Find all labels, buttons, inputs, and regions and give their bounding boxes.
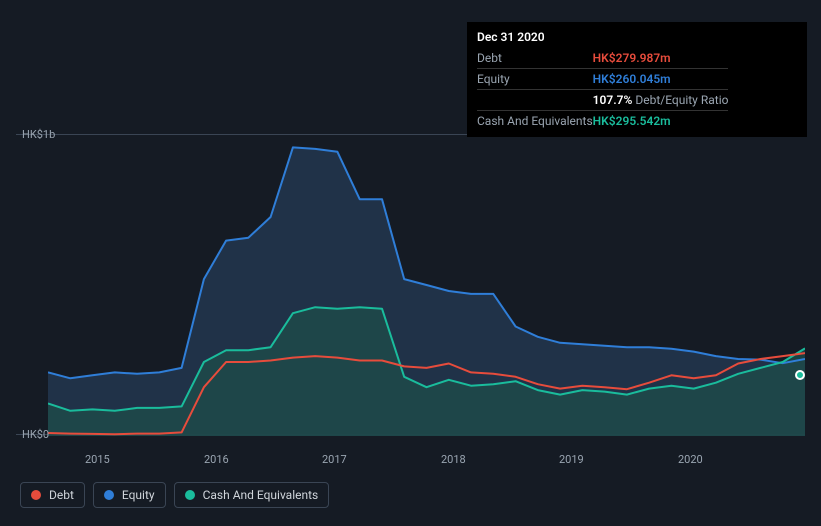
x-axis-label: 2019: [559, 453, 584, 466]
legend-item-debt[interactable]: Debt: [20, 482, 85, 508]
y-axis-label: HK$0: [22, 428, 49, 441]
tooltip-row-value: HK$279.987m: [593, 48, 729, 69]
legend-item-cash[interactable]: Cash And Equivalents: [174, 482, 330, 508]
legend-swatch: [31, 490, 41, 500]
tooltip-row: DebtHK$279.987m: [477, 48, 728, 69]
tooltip-row-label: Cash And Equivalents: [477, 111, 593, 132]
legend-label: Debt: [49, 488, 74, 502]
legend-item-equity[interactable]: Equity: [93, 482, 166, 508]
current-point-marker: [795, 370, 805, 380]
legend-label: Equity: [122, 488, 155, 502]
tooltip-row: Cash And EquivalentsHK$295.542m: [477, 111, 728, 132]
tooltip-date: Dec 31 2020: [477, 28, 797, 48]
tooltip-row-value: HK$260.045m: [593, 69, 729, 90]
legend-swatch: [185, 490, 195, 500]
tooltip-row-value: 107.7% Debt/Equity Ratio: [593, 90, 729, 111]
area-chart: [48, 140, 805, 436]
legend-swatch: [104, 490, 114, 500]
legend-label: Cash And Equivalents: [203, 488, 319, 502]
x-axis-label: 2018: [441, 453, 466, 466]
x-axis-label: 2017: [322, 453, 347, 466]
tooltip-row: EquityHK$260.045m: [477, 69, 728, 90]
chart-legend: Debt Equity Cash And Equivalents: [20, 482, 329, 508]
chart-tooltip: Dec 31 2020 DebtHK$279.987mEquityHK$260.…: [467, 22, 807, 137]
tooltip-row: 107.7% Debt/Equity Ratio: [477, 90, 728, 111]
x-axis-label: 2020: [678, 453, 703, 466]
tooltip-table: DebtHK$279.987mEquityHK$260.045m107.7% D…: [477, 48, 728, 131]
y-axis-label: HK$1b: [22, 128, 55, 141]
tooltip-row-value: HK$295.542m: [593, 111, 729, 132]
x-axis-label: 2016: [204, 453, 229, 466]
tooltip-row-label: Equity: [477, 69, 593, 90]
tooltip-row-label: Debt: [477, 48, 593, 69]
tooltip-row-label: [477, 90, 593, 111]
x-axis-label: 2015: [85, 453, 110, 466]
chart-container: { "chart": { "background": "#151b24", "p…: [0, 0, 821, 526]
